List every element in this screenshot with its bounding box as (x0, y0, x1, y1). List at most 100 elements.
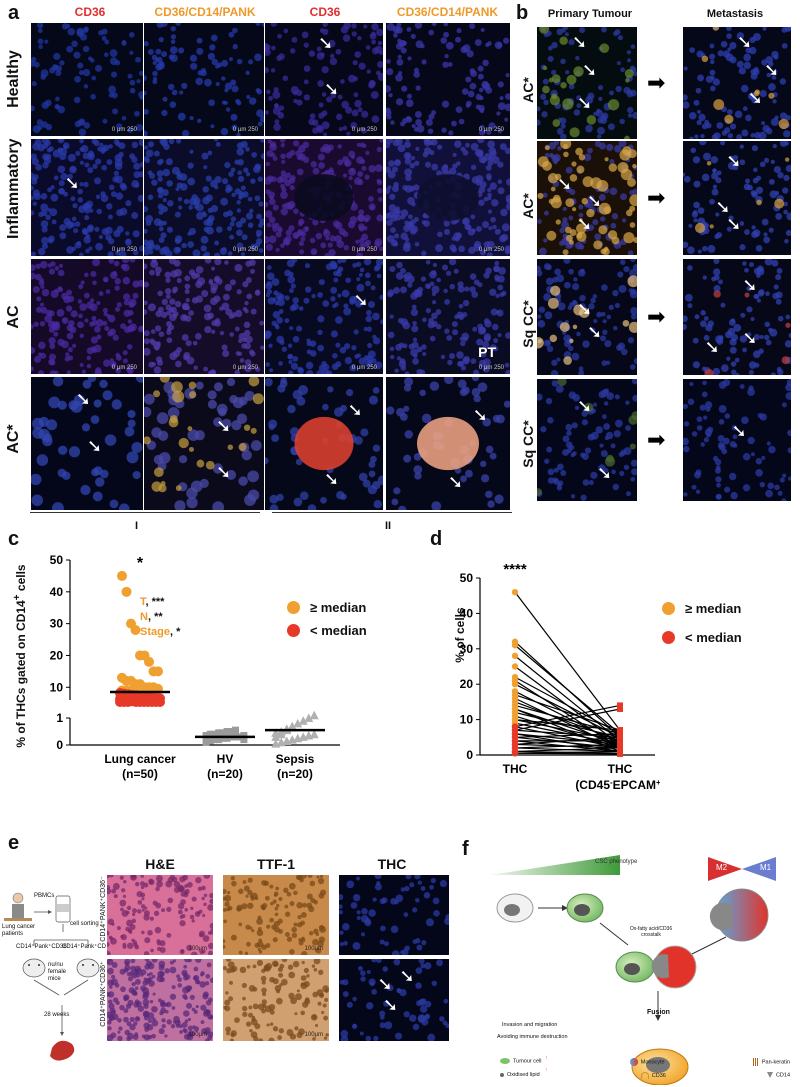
d-pair-line (514, 697, 621, 749)
d-ytick: 30 (460, 642, 474, 656)
c-point-hv (215, 729, 223, 737)
c-point-hv (223, 728, 231, 735)
d-point-ctc (617, 737, 623, 744)
arrow-marker: ➘ (587, 321, 603, 342)
group-i-line (30, 512, 260, 513)
panel-e-image-r1-c3 (338, 874, 450, 956)
panel-a-image-r3-c3: ➘ 0 μm 250 (264, 258, 384, 375)
c-point-sepsis (271, 732, 281, 741)
arrow-marker: ➘ (216, 462, 232, 483)
d-ytick: 40 (460, 606, 474, 620)
panel-b-image-r3-c2: ➘ ➘ ➘ (682, 258, 792, 376)
legend-monocyte: Monocyte (629, 1058, 665, 1066)
panel-a-image-r2-c3: 0 μm 250 (264, 138, 384, 257)
d-point-thc (511, 663, 519, 670)
group-ii-label: II (385, 520, 392, 532)
d-point-thc (511, 750, 519, 757)
arrow-marker: ➘ (347, 399, 363, 420)
flow-cd36pos: CD14⁺Pank⁺CD36⁺ (62, 944, 116, 950)
d-ytick: 20 (460, 677, 474, 691)
c-point-hv (219, 729, 227, 737)
legend-swatch-orange (287, 601, 300, 614)
arrow-marker: ➘ (324, 469, 340, 490)
d-pair-line (514, 719, 621, 731)
b-row-arrow-icon: ➡ (647, 185, 666, 210)
panel-a-image-r1-c1: 0 μm 250 (30, 22, 144, 137)
arrow-marker: ➘ (87, 435, 103, 456)
arrow-marker: ➘ (747, 87, 763, 108)
scale-bar: 100μm (304, 1032, 323, 1038)
e-header-thc: THC (377, 856, 407, 872)
c-ytick: 1 (56, 711, 63, 725)
c-point-hv (202, 732, 210, 740)
panel-a-image-r2-c1: ➘ 0 μm 250 (30, 138, 144, 257)
c-point-sepsis (298, 716, 308, 725)
b-row-arrow-icon: ➡ (647, 70, 666, 95)
arrow-marker: ➘ (383, 994, 399, 1015)
panel-f-label: f (462, 838, 469, 860)
legend-d-ge: ≥ median (662, 601, 742, 616)
d-pair-line (514, 704, 621, 728)
panel-a-image-r3-c4: 0 μm 250 PT (385, 258, 511, 375)
d-point-ctc (617, 730, 623, 737)
panel-b-header-1: Primary Tumour (547, 8, 633, 20)
scale-bar: 0 μm 250 (351, 247, 377, 253)
scale-bar: 0 μm 250 (232, 127, 258, 133)
panel-e-label: e (8, 832, 20, 854)
panel-a-label: a (8, 2, 20, 24)
c-point-ge-median (130, 625, 141, 635)
e-header-he: H&E (145, 856, 175, 872)
panel-a-header-3: CD36 (309, 5, 341, 19)
c-point-hv (227, 728, 235, 735)
c-significance-star: * (137, 555, 144, 572)
tumour-cell-1 (496, 893, 534, 923)
c-point-ge-median (121, 586, 132, 597)
arrow-marker: ➘ (726, 214, 742, 235)
m2-wedge (708, 857, 742, 881)
lung-tissue-icon (50, 1040, 75, 1061)
panel-b-label: b (516, 2, 529, 24)
panel-a-image-r4-c3: ➘ ➘ (264, 376, 384, 511)
mouse-icon-1 (22, 958, 46, 978)
panel-c-stats: T, *** N, ** Stage, * (140, 595, 180, 640)
arrow-marker: ➘ (318, 33, 334, 54)
arrow-marker: ➘ (597, 463, 613, 484)
row-label-inflammatory: Inflammatory (5, 138, 22, 239)
d-pair-line (514, 743, 621, 749)
panel-c-legend: ≥ median < median (287, 600, 367, 638)
panel-b-image-r2-c1: ➘ ➘ ➘ (536, 140, 638, 256)
d-point-thc (511, 681, 519, 688)
c-ytick: 0 (56, 738, 63, 752)
d-xtick-1: THC (503, 762, 528, 776)
d-pair-line (514, 736, 621, 745)
arrow-marker: ➘ (75, 389, 91, 410)
arrow-marker: ➘ (577, 93, 593, 114)
c-ytick: 50 (50, 553, 64, 567)
panel-b-image-r2-c2: ➘ ➘ ➘ (682, 140, 792, 256)
c-point-ge-median (153, 666, 163, 677)
c-point-ge-median (144, 656, 154, 667)
c-point-hv (240, 732, 248, 740)
panel-b-image-r4-c2: ➘ (682, 378, 792, 502)
group-ii-line (272, 512, 512, 513)
panel-a-image-r1-c3: ➘ ➘ 0 μm 250 (264, 22, 384, 137)
panel-f-legend: Tumour cell Monocyte Pan-keratin Oxidise… (500, 1058, 790, 1079)
d-pair-line (514, 752, 621, 755)
c-point-hv (240, 736, 248, 744)
svg-text:↑: ↑ (545, 1067, 548, 1073)
c-ytick: 10 (50, 680, 64, 694)
panel-b-image-r1-c1: ➘ ➘ ➘ (536, 26, 638, 140)
legend-cd36: CD36 (640, 1072, 666, 1079)
c-xtick: Lung cancer (104, 752, 176, 766)
arrow-marker: ➘ (448, 471, 464, 492)
d-ytick: 10 (460, 713, 474, 727)
panel-a-header-2: CD36/CD14/PANK (154, 5, 256, 19)
arrow-marker: ➘ (737, 31, 753, 52)
crosstalk-label: Ox-fatty acid/CD36 crosstalk (629, 926, 673, 938)
legend-pan-keratin: Pan-keratin (752, 1058, 790, 1066)
c-point-hv (232, 726, 239, 734)
d-pair-line (514, 694, 621, 731)
c-point-hv (215, 736, 223, 744)
panel-a-image-r1-c4: 0 μm 250 (385, 22, 511, 137)
c-point-hv (211, 736, 218, 744)
